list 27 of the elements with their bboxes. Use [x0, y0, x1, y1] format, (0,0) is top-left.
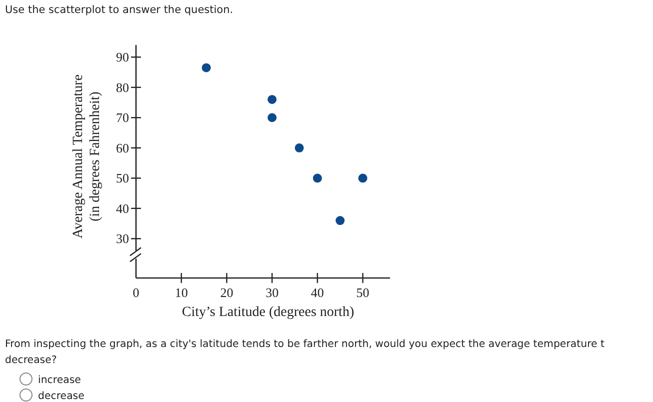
point: [312, 174, 322, 183]
x-tick-label: 50: [356, 285, 370, 300]
y-tick-label: 30: [116, 231, 129, 246]
text: increase: [38, 375, 81, 386]
chart-title: Use the scatterplot to answer the question.: [5, 4, 234, 16]
y-axis-title: Average Annual Temperature (in degrees Fahrenheit): [71, 74, 103, 239]
point: [336, 216, 345, 226]
point: [202, 63, 211, 72]
y-tick-label: 60: [116, 140, 129, 156]
y-tick-label: 40: [116, 200, 129, 216]
point: [268, 113, 277, 122]
x-tick-label: 0: [132, 285, 140, 300]
text: From inspecting the graph, as a city's latitude tends to be farther north, would you expect the average temperature t: [5, 339, 605, 350]
x-tick-label: 20: [220, 285, 234, 300]
y-tick-label: 50: [116, 170, 129, 186]
point: [358, 174, 368, 183]
x-tick-label: 10: [174, 285, 188, 300]
y-tick-label: 70: [116, 110, 129, 126]
x-tick-label: 30: [266, 285, 279, 300]
y-tick-label: 90: [116, 50, 129, 65]
x-tick-label: 40: [310, 285, 324, 300]
point: [294, 143, 304, 152]
text: decrease?: [5, 355, 57, 366]
y-tick-label: 80: [116, 80, 129, 95]
text: decrease: [38, 391, 84, 402]
x-axis-title: City’s Latitude (degrees north): [182, 305, 354, 320]
point: [268, 94, 277, 104]
